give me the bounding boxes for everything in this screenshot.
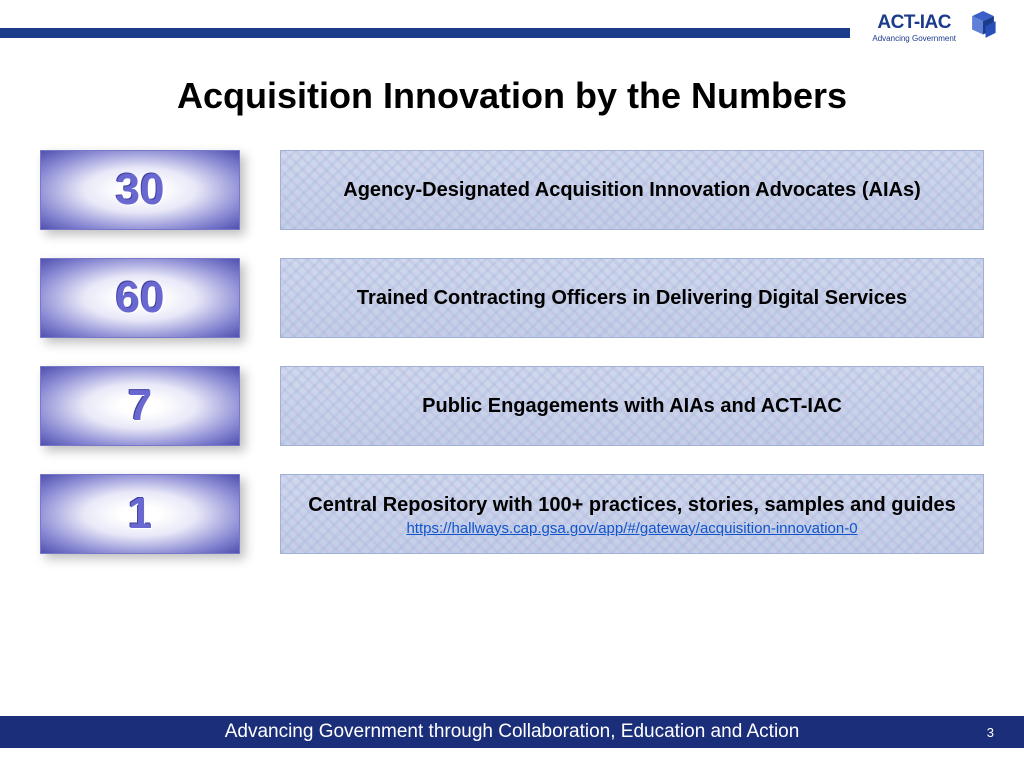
logo-sub-text: Advancing Government	[872, 34, 956, 43]
description-box: Central Repository with 100+ practices, …	[280, 474, 984, 554]
logo-cube-icon	[962, 6, 1004, 48]
slide-title: Acquisition Innovation by the Numbers	[0, 75, 1024, 117]
stat-description: Agency-Designated Acquisition Innovation…	[343, 177, 920, 203]
stat-description: Trained Contracting Officers in Deliveri…	[357, 285, 907, 311]
stat-row: 7 Public Engagements with AIAs and ACT-I…	[40, 366, 984, 446]
stat-number: 1	[128, 489, 152, 539]
number-box: 60	[40, 258, 240, 338]
logo-text: ACT-IAC Advancing Government	[872, 12, 956, 43]
number-box: 30	[40, 150, 240, 230]
footer-bar: Advancing Government through Collaborati…	[0, 716, 1024, 748]
stat-row: 1 Central Repository with 100+ practices…	[40, 474, 984, 554]
top-accent-bar	[0, 28, 850, 38]
stat-row: 60 Trained Contracting Officers in Deliv…	[40, 258, 984, 338]
stat-rows: 30 Agency-Designated Acquisition Innovat…	[40, 150, 984, 582]
page-number: 3	[987, 725, 994, 740]
stat-description: Central Repository with 100+ practices, …	[308, 492, 955, 518]
number-box: 1	[40, 474, 240, 554]
stat-row: 30 Agency-Designated Acquisition Innovat…	[40, 150, 984, 230]
stat-number: 7	[128, 381, 152, 431]
description-box: Public Engagements with AIAs and ACT-IAC	[280, 366, 984, 446]
footer-text: Advancing Government through Collaborati…	[225, 721, 800, 743]
stat-number: 30	[116, 165, 165, 215]
description-box: Trained Contracting Officers in Deliveri…	[280, 258, 984, 338]
logo-main-text: ACT-IAC	[877, 12, 951, 34]
stat-number: 60	[116, 273, 165, 323]
description-box: Agency-Designated Acquisition Innovation…	[280, 150, 984, 230]
repository-link[interactable]: https://hallways.cap.gsa.gov/app/#/gatew…	[406, 520, 857, 537]
stat-description: Public Engagements with AIAs and ACT-IAC	[422, 393, 842, 419]
logo: ACT-IAC Advancing Government	[872, 6, 1004, 48]
number-box: 7	[40, 366, 240, 446]
